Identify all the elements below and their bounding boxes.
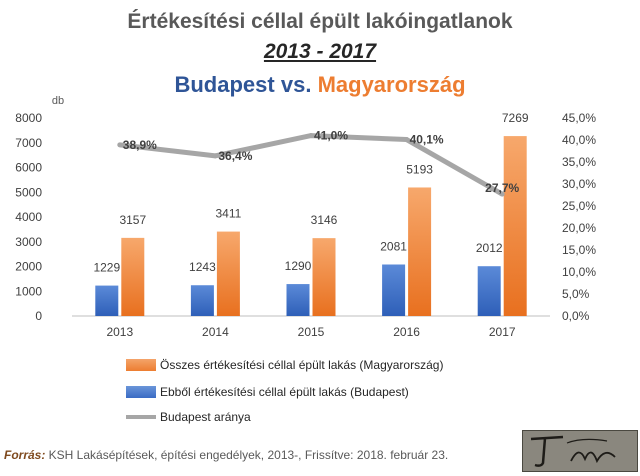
line-budapest-ratio: [119, 133, 504, 197]
data-label-budapest: 2012: [476, 241, 503, 255]
y-axis-unit-label: db: [52, 95, 64, 107]
bar-magyarorszag: [408, 187, 432, 316]
data-label-ratio: 40,1%: [410, 133, 444, 147]
bar-budapest: [190, 285, 214, 316]
bar-magyarorszag: [121, 237, 145, 316]
data-label-budapest: 2081: [380, 239, 407, 253]
y2-tick-label: 45,0%: [562, 111, 596, 125]
subtitle-magyarorszag: Magyarország: [317, 72, 466, 97]
y-tick-label: 8000: [15, 111, 42, 125]
legend-label-budapest: Ebből értékesítési céllal épült lakás (B…: [160, 385, 409, 399]
source-note: Forrás: KSH Lakásépítések, építési enged…: [4, 448, 448, 462]
bar-budapest: [382, 264, 406, 316]
chart-subtitle-years: 2013 - 2017: [263, 40, 377, 63]
y2-tick-label: 25,0%: [562, 199, 596, 213]
bar-budapest: [286, 284, 310, 316]
x-tick-label: 2013: [106, 325, 133, 339]
y-tick-label: 5000: [15, 185, 42, 199]
y-tick-label: 1000: [15, 284, 42, 298]
y2-tick-label: 40,0%: [562, 133, 596, 147]
legend-swatch-gray: [126, 415, 156, 419]
source-label: Forrás:: [4, 448, 46, 462]
y2-tick-label: 5,0%: [562, 287, 590, 301]
y-tick-label: 2000: [15, 260, 42, 274]
data-label-budapest: 1229: [93, 261, 120, 275]
y-tick-label: 0: [35, 309, 42, 323]
chart-title: Értékesítési céllal épült lakóingatlanok: [127, 10, 513, 33]
data-label-ratio: 36,4%: [218, 149, 252, 163]
data-label-magyarorszag: 5193: [406, 162, 433, 176]
point-budapest-ratio: [308, 133, 314, 139]
y2-tick-label: 35,0%: [562, 155, 596, 169]
y2-tick-label: 10,0%: [562, 265, 596, 279]
y-tick-label: 6000: [15, 161, 42, 175]
x-tick-label: 2017: [489, 325, 516, 339]
x-tick-label: 2014: [202, 325, 229, 339]
bar-magyarorszag: [503, 136, 527, 316]
x-tick-label: 2015: [298, 325, 325, 339]
legend-label-magyarorszag: Összes értékesítési céllal épült lakás (…: [160, 358, 444, 372]
legend-item-magyarorszag: Összes értékesítési céllal épült lakás (…: [126, 358, 443, 372]
data-label-budapest: 1290: [285, 259, 312, 273]
data-label-budapest: 1243: [189, 260, 216, 274]
legend-item-ratio: Budapest aránya: [126, 410, 251, 424]
legend-label-ratio: Budapest aránya: [160, 410, 251, 424]
chart-subtitle-comparison: Budapest vs. Magyarország: [0, 72, 640, 98]
bar-magyarorszag: [312, 238, 336, 316]
data-label-magyarorszag: 3411: [215, 207, 241, 221]
bar-magyarorszag: [216, 231, 240, 316]
data-label-ratio: 41,0%: [314, 129, 348, 143]
bar-budapest: [477, 266, 501, 316]
legend-item-budapest: Ebből értékesítési céllal épült lakás (B…: [126, 385, 409, 399]
point-budapest-ratio: [212, 153, 218, 159]
y-tick-label: 7000: [15, 136, 42, 150]
source-text: KSH Lakásépítések, építési engedélyek, 2…: [45, 448, 449, 462]
point-budapest-ratio: [117, 142, 123, 148]
brand-logo: [522, 430, 638, 472]
point-budapest-ratio: [499, 191, 505, 197]
data-label-ratio: 38,9%: [123, 138, 157, 152]
y2-tick-label: 15,0%: [562, 243, 596, 257]
y2-tick-label: 20,0%: [562, 221, 596, 235]
data-label-ratio: 27,7%: [485, 181, 519, 195]
data-label-magyarorszag: 7269: [502, 111, 529, 125]
y2-tick-label: 0,0%: [562, 309, 590, 323]
y-tick-label: 3000: [15, 235, 42, 249]
data-label-magyarorszag: 3146: [311, 213, 338, 227]
x-tick-label: 2016: [393, 325, 420, 339]
legend-swatch-blue: [126, 386, 156, 398]
subtitle-vs: vs.: [280, 72, 312, 97]
data-label-magyarorszag: 3157: [119, 213, 146, 227]
subtitle-budapest: Budapest: [174, 72, 275, 97]
bar-budapest: [95, 285, 119, 316]
y2-tick-label: 30,0%: [562, 177, 596, 191]
point-budapest-ratio: [404, 137, 410, 143]
y-tick-label: 4000: [15, 210, 42, 224]
legend-swatch-orange: [126, 359, 156, 371]
